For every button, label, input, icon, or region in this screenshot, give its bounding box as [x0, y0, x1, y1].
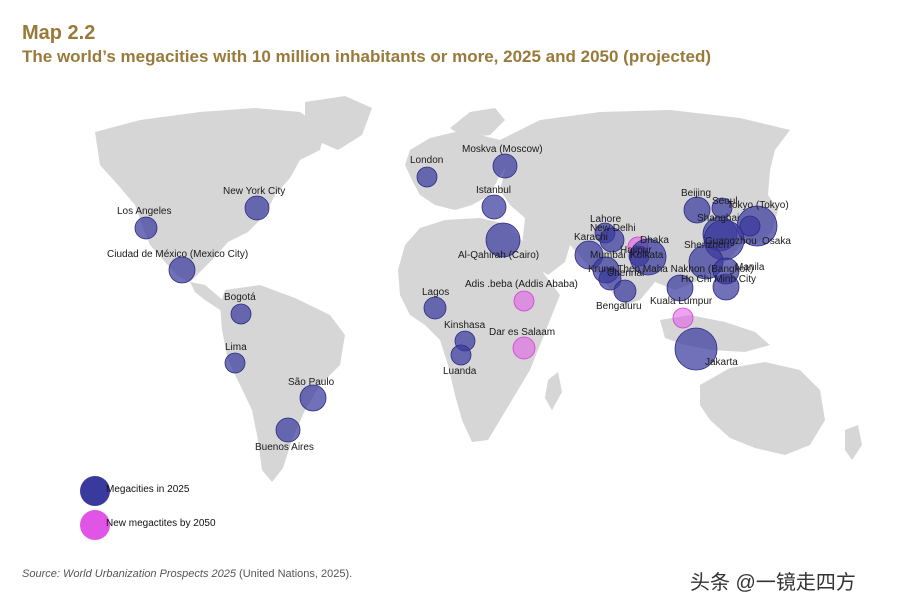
- city-marker-los-angeles: [134, 216, 158, 240]
- land-new-zealand: [845, 425, 862, 460]
- city-marker-new-york-city: [244, 195, 270, 221]
- city-label-karachi: Karachi: [574, 232, 608, 243]
- city-marker-new-delhi: [599, 227, 625, 253]
- city-marker-moskva-moscow: [492, 153, 518, 179]
- city-label-al-qahirah-cairo: Al-Qahirah (Cairo): [458, 250, 539, 261]
- city-marker-dhaka: [629, 238, 667, 276]
- city-label-adis-beba-addis-ababa: Adis .beba (Addis Ababa): [465, 279, 578, 290]
- city-marker-s-o-paulo: [299, 384, 327, 412]
- city-label-bengaluru: Bengaluru: [596, 301, 642, 312]
- city-label-buenos-aires: Buenos Aires: [255, 442, 314, 453]
- city-label-los-angeles: Los Angeles: [117, 206, 172, 217]
- city-label-kuala-lumpur: Kuala Lumpur: [650, 296, 713, 307]
- city-marker-buenos-aires: [275, 417, 301, 443]
- city-label-beijing: Beijing: [681, 188, 711, 199]
- city-marker-chennai: [598, 267, 622, 291]
- city-label-moskva-moscow: Moskva (Moscow): [462, 144, 543, 155]
- city-marker-lima: [224, 352, 246, 374]
- city-label-lahore: Lahore: [590, 214, 622, 225]
- source-title: Source: World Urbanization Prospects 202…: [22, 568, 236, 580]
- city-marker-dar-es-salaam: [512, 336, 536, 360]
- city-marker-bogot: [230, 303, 252, 325]
- city-label-krung-thep-maha-nakhon-bangkok: Krung Thep Maha Nakhon (Bangkok): [588, 264, 753, 275]
- land-south-america: [220, 285, 345, 482]
- city-marker-ciudad-de-m-xico-mexico-city: [168, 256, 196, 284]
- city-marker-ho-chi-minh-city: [712, 257, 740, 285]
- land-australia: [700, 362, 825, 455]
- city-label-london: London: [410, 155, 443, 166]
- city-label-shenzhen: Shenzhen: [684, 240, 729, 251]
- map-title: The world’s megacities with 10 million i…: [22, 47, 711, 66]
- city-label-manila: Manila: [735, 262, 765, 273]
- city-label-hajipur: Hajipur: [620, 245, 652, 256]
- city-marker-london: [416, 166, 438, 188]
- city-label-lagos: Lagos: [422, 287, 449, 298]
- city-label-istanbul: Istanbul: [476, 185, 511, 196]
- land-madagascar: [545, 372, 562, 410]
- city-label-kolkata: Kolkata: [630, 250, 664, 261]
- land-africa: [398, 218, 560, 442]
- land-europe: [405, 132, 510, 210]
- city-label-lima: Lima: [225, 342, 247, 353]
- city-marker-adis-beba-addis-ababa: [513, 290, 535, 312]
- legend-label-2050: New megactites by 2050: [106, 518, 216, 529]
- city-marker-al-qahirah-cairo: [485, 222, 521, 258]
- city-layer: Moskva (Moscow) London New York City Los An…: [107, 144, 791, 453]
- city-marker-istanbul: [481, 194, 507, 220]
- city-label-dar-es-salaam: Dar es Salaam: [489, 327, 555, 338]
- city-label-shanghai: Shanghai: [697, 213, 739, 224]
- land-north-america: [95, 108, 325, 282]
- city-marker-lagos: [423, 296, 447, 320]
- city-label-tokyo-tokyo: Tokyo (Tokyo): [727, 200, 789, 211]
- land-central-america: [190, 282, 228, 310]
- city-label-luanda: Luanda: [443, 366, 477, 377]
- city-label-osaka: Osaka: [762, 236, 791, 247]
- land-greenland: [305, 96, 372, 150]
- city-label-ciudad-de-m-xico-mexico-city: Ciudad de México (Mexico City): [107, 249, 248, 260]
- city-label-guangzhou: Guangzhou: [705, 236, 757, 247]
- city-label-chennai: Chennai: [607, 268, 644, 279]
- city-label-jakarta: Jakarta: [705, 357, 738, 368]
- map-label: Map 2.2: [22, 22, 96, 44]
- city-marker-krung-thep-maha-nakhon-bangkok: [666, 274, 694, 302]
- city-marker-luanda: [450, 344, 472, 366]
- city-marker-beijing: [683, 196, 711, 224]
- legend-label-2025: Megacities in 2025: [106, 484, 190, 495]
- city-marker-kuala-lumpur: [672, 307, 694, 329]
- city-marker-osaka: [739, 215, 761, 237]
- legend-dot-2025: [80, 476, 110, 506]
- watermark: 头条 @一镜走四方: [690, 572, 856, 594]
- city-label-ho-chi-minh-city: Ho Chi Minh City: [681, 274, 756, 285]
- city-marker-jakarta: [674, 327, 718, 371]
- source-publisher: (United Nations, 2025).: [236, 568, 353, 580]
- city-label-new-york-city: New York City: [223, 186, 285, 197]
- city-label-seoul: Seoul: [712, 196, 738, 207]
- city-label-kinshasa: Kinshasa: [444, 320, 486, 331]
- source-note: Source: World Urbanization Prospects 202…: [22, 568, 352, 580]
- legend-dot-2050: [80, 510, 110, 540]
- land-layer: [95, 96, 862, 482]
- city-label-s-o-paulo: São Paulo: [288, 377, 335, 388]
- city-label-mumbai: Mumbai: [590, 250, 626, 261]
- city-label-bogot: Bogotá: [224, 292, 256, 303]
- land-scandinavia: [450, 108, 505, 138]
- city-marker-bengaluru: [613, 279, 637, 303]
- city-label-dhaka: Dhaka: [640, 235, 669, 246]
- city-label-new-delhi: New Delhi: [590, 223, 636, 234]
